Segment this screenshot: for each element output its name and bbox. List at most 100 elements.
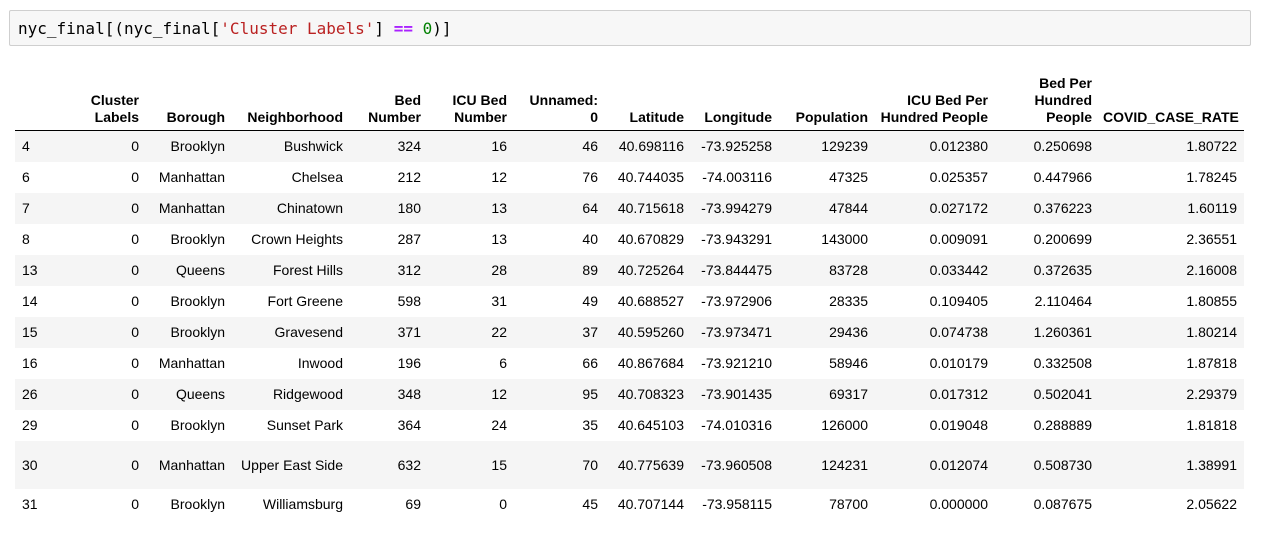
- population-cell: 83728: [829, 262, 868, 278]
- population-cell: 129239: [821, 138, 868, 155]
- cluster-label-cell: 0: [131, 386, 139, 402]
- row-index-cell: 31: [22, 496, 38, 512]
- bed-number-cell: 598: [397, 293, 421, 309]
- bed-number-cell: 348: [397, 386, 421, 402]
- borough-cell: Manhattan: [158, 456, 225, 473]
- column-header-bed-number: Bed Number: [350, 75, 428, 131]
- icu-bed-number-cell: 6: [499, 355, 507, 371]
- table-row: 29 0 Brooklyn Sunset Park 364 24 35 40.645103 -7…: [15, 410, 1244, 441]
- neighborhood-cell: Bushwick: [283, 138, 343, 155]
- population-cell: 29436: [829, 324, 868, 340]
- bed-per-hundred-cell: 0.087675: [1033, 496, 1092, 512]
- bed-number-cell: 180: [397, 200, 421, 216]
- icu-bed-number-cell: 13: [491, 200, 507, 216]
- latitude-cell: 40.715618: [617, 200, 684, 216]
- table-row: 31 0 Brooklyn Williamsburg 69 0 45 40.707144 -73…: [15, 489, 1244, 520]
- borough-cell: Manhattan: [158, 355, 225, 371]
- covid-case-rate-cell: 2.29379: [1186, 386, 1237, 402]
- column-header-longitude: Longitude: [691, 75, 779, 131]
- bed-number-cell: 196: [397, 355, 421, 371]
- neighborhood-cell: Chinatown: [276, 200, 343, 216]
- column-header-population: Population: [779, 75, 875, 131]
- table-row: 7 0 Manhattan Chinatown 180 13 64 40.715618 -73.…: [15, 192, 1244, 224]
- covid-case-rate-cell: 2.16008: [1186, 262, 1237, 278]
- latitude-cell: 40.595260: [617, 324, 684, 340]
- column-header-index: [15, 75, 68, 131]
- latitude-cell: 40.645103: [617, 417, 684, 433]
- neighborhood-cell: Williamsburg: [262, 496, 343, 512]
- longitude-cell: -73.925258: [701, 138, 772, 155]
- neighborhood-cell: Inwood: [297, 355, 343, 371]
- longitude-cell: -73.943291: [701, 231, 772, 247]
- borough-cell: Brooklyn: [170, 417, 225, 433]
- neighborhood-cell: Ridgewood: [272, 386, 343, 402]
- borough-cell: Brooklyn: [170, 496, 225, 512]
- icu-bed-number-cell: 12: [491, 169, 507, 185]
- bed-per-hundred-cell: 0.372635: [1033, 262, 1092, 278]
- icu-bed-number-cell: 24: [491, 417, 507, 433]
- icu-bed-number-cell: 31: [491, 293, 507, 309]
- latitude-cell: 40.707144: [617, 496, 684, 512]
- icu-bed-number-cell: 28: [491, 262, 507, 278]
- icu-bed-number-cell: 22: [491, 324, 507, 340]
- longitude-cell: -73.960508: [701, 456, 772, 473]
- unnamed-0-cell: 35: [582, 417, 598, 433]
- row-index-cell: 16: [22, 355, 38, 371]
- icu-bed-number-cell: 15: [491, 456, 507, 473]
- row-index-cell: 4: [22, 138, 30, 155]
- bed-per-hundred-cell: 0.288889: [1033, 417, 1092, 433]
- icu-bed-number-cell: 13: [491, 231, 507, 247]
- covid-case-rate-cell: 1.81818: [1186, 417, 1237, 433]
- covid-case-rate-cell: 1.78245: [1186, 169, 1237, 185]
- code-line[interactable]: nyc_final[(nyc_final['Cluster Labels'] =…: [18, 19, 452, 39]
- unnamed-0-cell: 95: [582, 386, 598, 402]
- cluster-label-cell: 0: [131, 169, 139, 185]
- icu-bed-per-hundred-cell: 0.019048: [929, 417, 988, 433]
- longitude-cell: -73.901435: [701, 386, 772, 402]
- bed-per-hundred-cell: 1.260361: [1033, 324, 1092, 340]
- code-operator-token: ==: [393, 19, 413, 38]
- latitude-cell: 40.688527: [617, 293, 684, 309]
- cluster-label-cell: 0: [131, 200, 139, 216]
- bed-number-cell: 371: [397, 324, 421, 340]
- table-body: 4 0 Brooklyn Bushwick 324 16 46 40.698116 -73.92…: [15, 130, 1244, 520]
- borough-cell: Brooklyn: [170, 324, 225, 340]
- output-area: Cluster Labels Borough Neighborhood Bed …: [15, 75, 1244, 520]
- row-index-cell: 13: [22, 262, 38, 278]
- icu-bed-number-cell: 12: [491, 386, 507, 402]
- icu-bed-number-cell: 0: [499, 496, 507, 512]
- icu-bed-per-hundred-cell: 0.000000: [929, 496, 988, 512]
- covid-case-rate-cell: 1.38991: [1186, 456, 1237, 473]
- icu-bed-per-hundred-cell: 0.109405: [929, 293, 988, 309]
- table-row: 26 0 Queens Ridgewood 348 12 95 40.708323 -73.90…: [15, 378, 1244, 410]
- covid-case-rate-cell: 1.60119: [1187, 200, 1237, 216]
- cluster-label-cell: 0: [131, 417, 139, 433]
- bed-per-hundred-cell: 0.200699: [1033, 231, 1092, 247]
- bed-number-cell: 312: [397, 262, 421, 278]
- icu-bed-per-hundred-cell: 0.012380: [929, 138, 988, 155]
- row-index-cell: 6: [22, 169, 30, 185]
- code-input-cell[interactable]: nyc_final[(nyc_final['Cluster Labels'] =…: [9, 10, 1251, 46]
- neighborhood-cell: Forest Hills: [272, 262, 343, 278]
- borough-cell: Queens: [175, 386, 225, 402]
- unnamed-0-cell: 64: [582, 200, 598, 216]
- covid-case-rate-cell: 2.36551: [1186, 231, 1237, 247]
- covid-case-rate-cell: 1.80214: [1186, 324, 1237, 340]
- cluster-label-cell: 0: [131, 355, 139, 371]
- bed-number-cell: 69: [405, 496, 421, 512]
- covid-case-rate-cell: 1.80855: [1186, 293, 1237, 309]
- icu-bed-per-hundred-cell: 0.012074: [929, 456, 988, 473]
- cluster-label-cell: 0: [131, 231, 139, 247]
- column-header-icu-bed-per-hundred: ICU Bed Per Hundred People: [875, 75, 995, 131]
- table-row: 4 0 Brooklyn Bushwick 324 16 46 40.698116 -73.92…: [15, 130, 1244, 162]
- unnamed-0-cell: 45: [582, 496, 598, 512]
- covid-case-rate-cell: 1.87818: [1186, 355, 1237, 371]
- table-row: 30 0 Manhattan Upper East Side 632 15 70 40.775…: [15, 440, 1244, 489]
- borough-cell: Manhattan: [158, 200, 225, 216]
- population-cell: 124231: [821, 456, 868, 473]
- icu-bed-per-hundred-cell: 0.017312: [929, 386, 988, 402]
- column-header-latitude: Latitude: [605, 75, 691, 131]
- table-row: 14 0 Brooklyn Fort Greene 598 31 49 40.688527 -7…: [15, 286, 1244, 317]
- bed-per-hundred-cell: 0.508730: [1033, 456, 1092, 473]
- longitude-cell: -73.958115: [702, 496, 772, 512]
